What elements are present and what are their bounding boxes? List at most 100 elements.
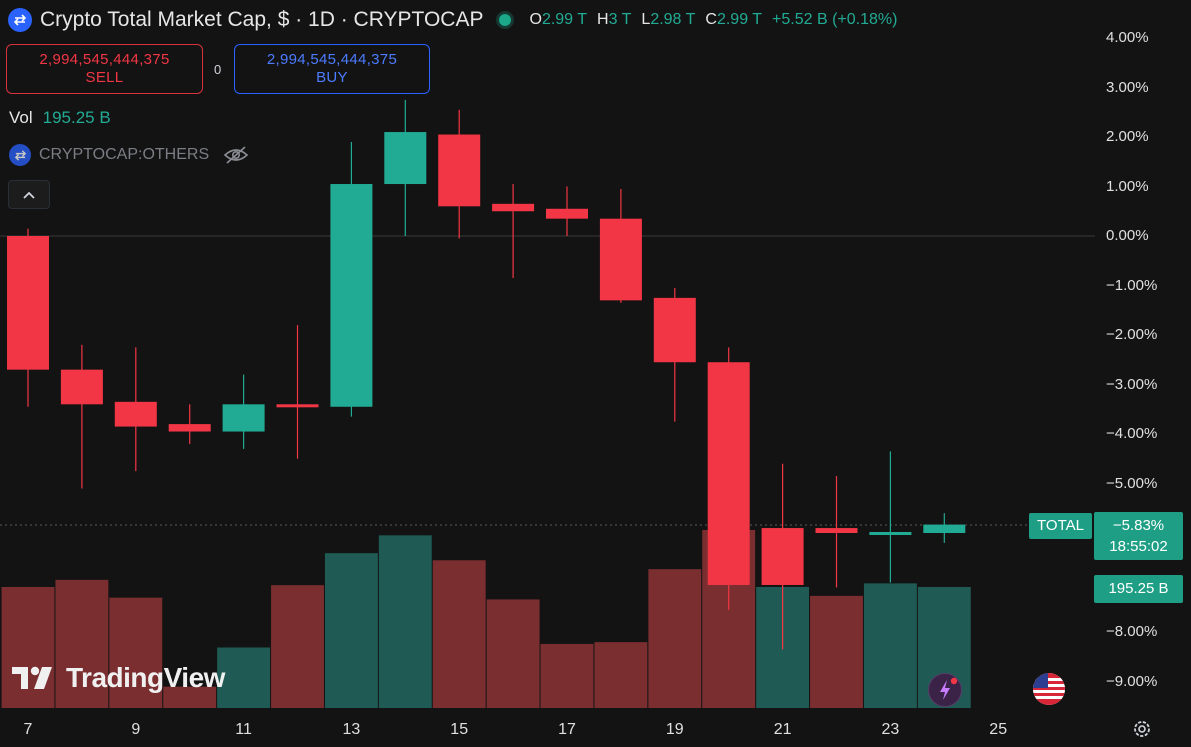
- time-axis-label: 17: [558, 721, 576, 738]
- time-axis-label: 13: [342, 721, 361, 738]
- volume-bar: [540, 643, 594, 708]
- volume-bar: [810, 595, 863, 708]
- volume-legend[interactable]: Vol 195.25 B: [9, 108, 111, 128]
- candle-body: [222, 404, 265, 432]
- comparison-legend[interactable]: CRYPTOCAP:OTHERS: [9, 143, 249, 167]
- sell-button[interactable]: 2,994,545,444,375 SELL: [6, 44, 203, 94]
- price-change: +5.52 B (+0.18%): [772, 11, 898, 28]
- candle-body: [653, 297, 696, 363]
- candle-body: [707, 362, 750, 585]
- candle: [7, 228, 49, 407]
- collapse-legend-button[interactable]: [8, 180, 50, 209]
- price-axis-label: 3.00%: [1106, 78, 1149, 96]
- candle: [168, 404, 211, 444]
- volume-bar: [648, 569, 702, 708]
- candle: [869, 451, 912, 583]
- tradingview-logo[interactable]: TradingView: [12, 660, 225, 696]
- candle-body: [7, 236, 49, 370]
- lightning-icon[interactable]: [928, 673, 962, 707]
- volume-bar: [324, 553, 378, 708]
- gear-icon[interactable]: [1131, 718, 1153, 740]
- candle-body: [815, 528, 858, 533]
- candle: [653, 287, 696, 422]
- buy-button[interactable]: 2,994,545,444,375 BUY: [234, 44, 430, 94]
- price-axis-label: −1.00%: [1106, 276, 1158, 294]
- volume-bar: [378, 535, 432, 708]
- candle-body: [276, 404, 319, 408]
- candle-body: [546, 208, 588, 219]
- time-axis-label: 15: [450, 721, 469, 738]
- candle-body: [599, 218, 642, 301]
- tradingview-logo-text: TradingView: [66, 662, 225, 693]
- candle-layer: [7, 99, 966, 650]
- bar-countdown: 18:55:02: [1109, 538, 1168, 555]
- price-axis-label: 0.00%: [1106, 227, 1149, 244]
- buy-price: 2,994,545,444,375: [266, 51, 398, 68]
- volume-value: 195.25 B: [42, 108, 111, 127]
- candle-body: [60, 369, 103, 405]
- time-axis-label: 23: [881, 721, 900, 738]
- volume-bar: [55, 579, 109, 708]
- candle-body: [114, 401, 157, 427]
- market-status-icon[interactable]: [499, 14, 512, 26]
- price-axis-label: −4.00%: [1106, 425, 1158, 442]
- candle: [60, 344, 103, 489]
- buy-label: BUY: [316, 69, 348, 86]
- chevron-up-icon: [23, 191, 35, 199]
- cryptocap-logo-icon: [8, 8, 32, 32]
- candle-body: [438, 134, 481, 207]
- candle: [222, 374, 265, 449]
- candle-body: [923, 524, 966, 533]
- price-axis-label: −8.00%: [1106, 623, 1158, 640]
- candle-body: [869, 532, 912, 536]
- volume-tag: 195.25 B: [1094, 575, 1183, 603]
- candle: [492, 184, 535, 279]
- price-axis-label: −2.00%: [1106, 326, 1158, 343]
- us-flag-icon[interactable]: [1033, 673, 1065, 705]
- candle: [707, 347, 750, 610]
- symbol-title[interactable]: Crypto Total Market Cap, $ · 1D · CRYPTO…: [40, 8, 484, 31]
- comparison-symbol: CRYPTOCAP:OTHERS: [39, 146, 210, 163]
- sell-label: SELL: [85, 69, 124, 86]
- volume-bar: [486, 599, 540, 708]
- time-axis-label: 11: [235, 721, 252, 738]
- volume-bar: [271, 585, 324, 708]
- time-axis-label: 7: [23, 721, 33, 738]
- volume-label: Vol: [9, 108, 33, 127]
- candle-body: [330, 184, 373, 407]
- candle-body: [492, 203, 535, 212]
- time-axis-label: 19: [665, 721, 684, 738]
- price-axis-label: −5.00%: [1106, 474, 1158, 492]
- cryptocap-logo-icon: [9, 144, 31, 166]
- sell-price: 2,994,545,444,375: [39, 51, 170, 68]
- candle-body: [384, 132, 427, 185]
- candle: [438, 109, 481, 239]
- tradingview-logo-icon: [12, 666, 52, 689]
- price-tag-value: −5.83%: [1112, 517, 1165, 534]
- price-axis-label: 4.00%: [1106, 29, 1149, 46]
- symbol-tag: TOTAL: [1029, 513, 1092, 539]
- price-axis-label: −9.00%: [1106, 672, 1158, 690]
- volume-bar: [217, 647, 271, 708]
- volume-bar: [863, 583, 917, 708]
- volume-bar: [432, 560, 486, 708]
- eye-off-icon[interactable]: [223, 145, 249, 165]
- candle: [599, 188, 642, 303]
- candle: [815, 476, 858, 588]
- candle: [330, 141, 373, 417]
- candle: [114, 347, 157, 472]
- candle-body: [761, 528, 804, 585]
- spread-value: 0: [214, 62, 222, 77]
- price-axis-label: 2.00%: [1106, 128, 1149, 145]
- price-axis-label: −3.00%: [1106, 375, 1158, 393]
- candle: [384, 99, 427, 236]
- candle-body: [168, 424, 211, 432]
- candle: [276, 325, 319, 459]
- candle: [546, 186, 588, 236]
- price-tag: −5.83% 18:55:02: [1094, 512, 1183, 560]
- ohlc-low: L2.98 T: [641, 11, 696, 28]
- volume-bar: [109, 597, 163, 708]
- time-axis-label: 9: [131, 721, 141, 738]
- ohlc-high: H3 T: [597, 11, 632, 28]
